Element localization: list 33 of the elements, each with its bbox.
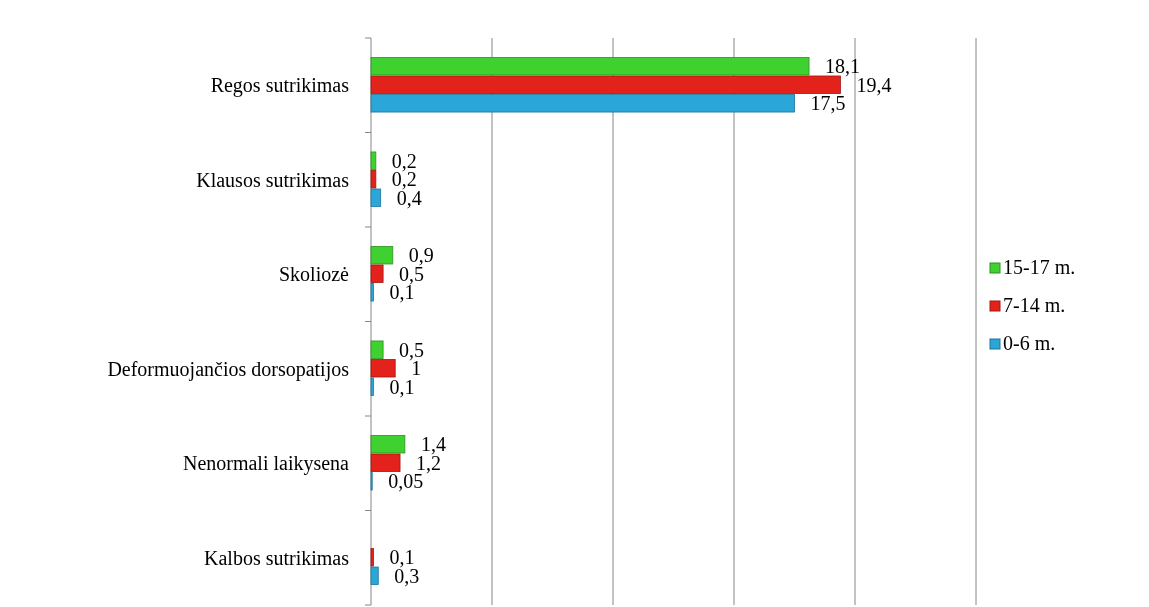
bar xyxy=(370,340,384,359)
data-label: 0,9 xyxy=(408,244,434,267)
bar xyxy=(370,246,394,265)
bar xyxy=(370,188,382,207)
data-label: 0,2 xyxy=(391,149,417,172)
data-label: 0,5 xyxy=(399,338,425,361)
bar xyxy=(370,94,795,113)
y-tick-label: Skoliozė xyxy=(279,263,350,286)
y-tick-label: Klausos sutrikimas xyxy=(196,168,350,191)
bar xyxy=(370,170,377,189)
bar xyxy=(370,57,810,76)
data-label: 17,5 xyxy=(810,92,846,115)
data-label: 1,4 xyxy=(420,433,446,456)
legend-label: 0-6 m. xyxy=(1003,332,1056,354)
data-label: 0,1 xyxy=(389,375,415,398)
legend-label: 7-14 m. xyxy=(1003,294,1066,316)
bar xyxy=(370,264,384,283)
data-label: 0,1 xyxy=(389,546,415,569)
data-label: 0,05 xyxy=(388,470,424,493)
bar xyxy=(370,283,374,302)
bar xyxy=(370,435,406,454)
bar xyxy=(370,75,841,94)
legend-label: 15-17 m. xyxy=(1003,256,1076,278)
bar xyxy=(370,151,377,170)
bar xyxy=(370,359,396,378)
y-tick-label: Kalbos sutrikimas xyxy=(204,546,350,569)
y-tick-label: Regos sutrikimas xyxy=(210,74,350,98)
bar xyxy=(370,548,374,567)
bar xyxy=(370,377,374,396)
y-tick-label: Deformuojančios dorsopatijos xyxy=(107,357,350,381)
y-tick-label: Nenormali laikysena xyxy=(182,452,350,476)
bar xyxy=(370,566,379,585)
bar xyxy=(370,453,401,472)
